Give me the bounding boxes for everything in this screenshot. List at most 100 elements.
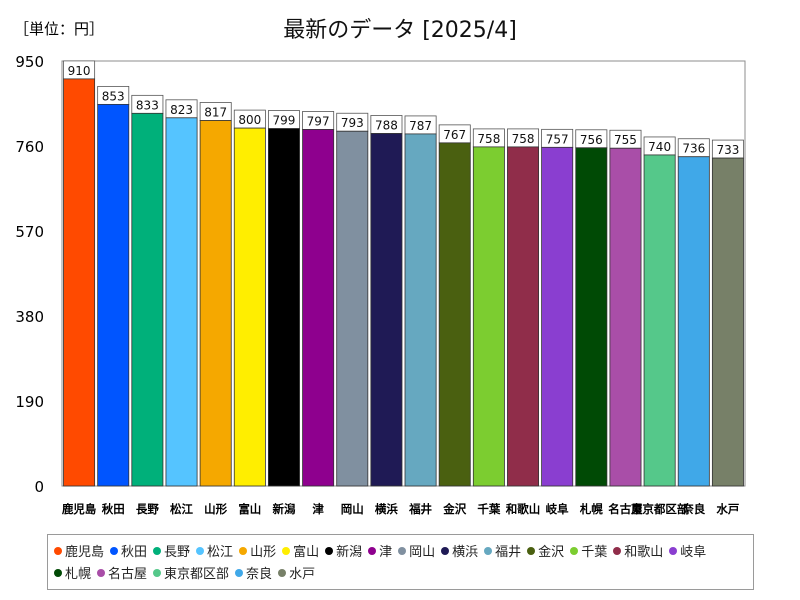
data-label: 767 <box>443 128 466 142</box>
legend-label: 福井 <box>495 545 522 560</box>
bar <box>472 146 505 487</box>
y-tick-label: 760 <box>15 138 44 156</box>
data-label: 736 <box>682 142 705 156</box>
legend-item: 松江 <box>196 541 233 560</box>
legend-label: 秋田 <box>121 545 148 560</box>
legend-label: 札幌 <box>65 567 92 582</box>
legend-swatch <box>282 546 291 555</box>
bar <box>233 127 266 487</box>
x-tick-label: 札幌 <box>579 502 603 516</box>
legend-swatch <box>196 546 205 555</box>
legend-item: 長野 <box>153 541 190 560</box>
legend-label: 名古屋 <box>108 567 148 582</box>
legend-label: 新潟 <box>336 545 363 560</box>
data-label: 853 <box>102 89 125 103</box>
legend-label: 富山 <box>293 545 320 560</box>
legend-swatch <box>153 568 162 577</box>
x-tick-label: 山形 <box>204 502 227 516</box>
legend-swatch <box>235 568 244 577</box>
legend-label: 松江 <box>207 545 234 560</box>
data-label: 788 <box>375 118 398 132</box>
x-tick-label: 東京都区部 <box>631 502 689 516</box>
legend-label: 千葉 <box>581 545 608 560</box>
x-tick-label: 富山 <box>238 502 261 516</box>
legend-item: 東京都区部 <box>153 563 229 582</box>
bar <box>97 103 130 487</box>
legend-label: 長野 <box>164 545 191 560</box>
data-label: 797 <box>307 114 330 128</box>
legend-swatch <box>278 568 287 577</box>
x-tick-label: 津 <box>312 502 324 516</box>
data-label: 758 <box>477 132 500 146</box>
plot-area <box>61 60 746 487</box>
legend-swatch <box>54 568 62 577</box>
legend-item: 水戸 <box>278 563 315 582</box>
x-tick-label: 奈良 <box>681 502 705 516</box>
legend-label: 鹿児島 <box>65 545 105 560</box>
y-tick-label: 570 <box>15 223 44 241</box>
legend-label: 岐阜 <box>680 545 707 560</box>
unit-label: ［単位：円］ <box>14 20 105 38</box>
legend-item: 岡山 <box>398 541 435 560</box>
x-tick-label: 松江 <box>170 502 193 516</box>
x-tick-label: 鹿児島 <box>62 502 97 516</box>
bar <box>643 154 676 487</box>
x-tick-label: 千葉 <box>477 502 500 516</box>
bar <box>63 78 96 487</box>
bar <box>336 130 369 487</box>
legend-item: 鹿児島 <box>54 541 104 560</box>
data-label: 910 <box>68 64 91 78</box>
y-tick-label: 190 <box>15 393 44 411</box>
y-tick-label: 380 <box>15 308 44 326</box>
x-tick-label: 金沢 <box>442 502 466 516</box>
y-tick-label: 950 <box>15 53 44 71</box>
legend-item: 千葉 <box>570 541 607 560</box>
legend-item: 富山 <box>282 541 319 560</box>
bar <box>370 133 403 487</box>
data-label: 787 <box>409 119 432 133</box>
bar <box>541 146 574 487</box>
legend-item: 津 <box>368 541 392 560</box>
bar <box>575 147 608 487</box>
bar <box>404 133 437 487</box>
legend-item: 金沢 <box>527 541 564 560</box>
data-label: 817 <box>204 106 227 120</box>
data-label: 740 <box>648 140 671 154</box>
x-tick-label: 岐阜 <box>546 502 569 516</box>
bar <box>677 156 710 487</box>
legend-swatch <box>97 568 106 577</box>
legend-item: 名古屋 <box>97 563 147 582</box>
chart-legend: 鹿児島 秋田 長野 松江 山形 富山 新潟 津 岡山 横浜 福井 金沢 千葉 和歌山 岐阜 札幌 名古屋 東京都区… <box>47 534 754 590</box>
bar <box>711 157 744 487</box>
legend-label: 横浜 <box>452 545 479 560</box>
legend-swatch <box>570 546 579 555</box>
legend-item: 福井 <box>484 541 521 560</box>
bar <box>199 120 232 487</box>
bar <box>438 142 471 487</box>
legend-item: 岐阜 <box>669 541 706 560</box>
legend-label: 津 <box>379 545 393 560</box>
bar <box>267 128 300 487</box>
x-tick-label: 秋田 <box>102 502 125 516</box>
data-label: 793 <box>341 116 364 130</box>
legend-swatch <box>153 546 162 555</box>
legend-item: 秋田 <box>110 541 147 560</box>
legend-label: 岡山 <box>409 545 436 560</box>
legend-swatch <box>613 546 622 555</box>
data-label: 758 <box>512 132 535 146</box>
legend-swatch <box>484 546 493 555</box>
x-tick-label: 新潟 <box>272 502 295 516</box>
legend-item: 山形 <box>239 541 276 560</box>
data-label: 757 <box>546 132 569 146</box>
bar <box>507 146 540 487</box>
legend-item: 札幌 <box>54 563 91 582</box>
data-label: 733 <box>716 143 739 157</box>
legend-swatch <box>325 546 334 555</box>
legend-swatch <box>527 546 536 555</box>
bar <box>165 117 198 487</box>
data-label: 755 <box>614 133 637 147</box>
x-tick-label: 岡山 <box>341 502 364 516</box>
data-label: 756 <box>580 133 603 147</box>
legend-swatch <box>368 546 377 555</box>
